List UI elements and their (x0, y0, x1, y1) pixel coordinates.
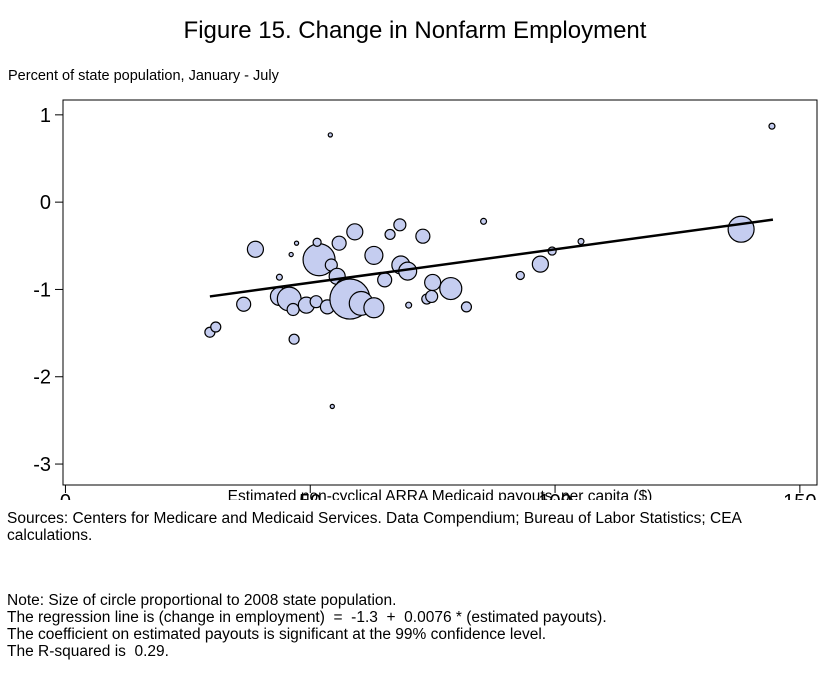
bubble (577, 237, 585, 245)
bubble (329, 403, 335, 410)
bubble (236, 296, 252, 312)
bubble (312, 237, 322, 247)
bubble (331, 235, 347, 251)
x-tick-label: 150 (783, 491, 816, 500)
bubble (327, 132, 334, 138)
bubble (727, 215, 755, 243)
bubble (363, 297, 385, 319)
bubble (293, 240, 300, 246)
chart-title: Figure 15. Change in Nonfarm Employment (184, 17, 647, 44)
bubble (288, 251, 294, 258)
bubble (288, 333, 300, 345)
bubble (210, 321, 222, 333)
notes: Note: Size of circle proportional to 200… (7, 592, 822, 660)
regression-line (209, 218, 774, 298)
bubble (425, 289, 439, 304)
x-tick-label: 100 (538, 491, 571, 500)
bubble (275, 273, 283, 281)
bubble (346, 223, 364, 241)
bubble (768, 122, 776, 130)
note-line: The coefficient on estimated payouts is … (7, 626, 547, 643)
bubble (415, 228, 431, 244)
x-tick-label: 0 (60, 491, 71, 500)
bubble (460, 301, 473, 313)
bubble (377, 272, 393, 288)
bubble (364, 245, 384, 265)
x-axis-label: Estimated non-cyclical ARRA Medicaid pay… (228, 488, 653, 500)
y-tick-label: -3 (33, 454, 51, 476)
y-tick-label: -1 (33, 279, 51, 301)
plot-frame (62, 99, 818, 486)
y-axis-label: Percent of state population, January - J… (8, 68, 280, 84)
note-line: Note: Size of circle proportional to 200… (7, 592, 397, 609)
note-line: The R-squared is 0.29. (7, 643, 169, 660)
bubble (439, 276, 463, 301)
bubble (405, 301, 413, 309)
bubble (384, 228, 396, 241)
bubble (424, 273, 442, 292)
note-line: The regression line is (change in employ… (7, 609, 607, 626)
chart: Figure 15. Change in Nonfarm Employment … (8, 17, 818, 500)
sources: Sources: Centers for Medicare and Medica… (7, 510, 742, 544)
bubble (480, 217, 488, 225)
bubble (531, 255, 549, 273)
bubble (515, 270, 525, 281)
x-tick-label: 50 (299, 491, 321, 500)
y-tick-label: -2 (33, 367, 51, 389)
bubble (286, 302, 300, 317)
y-tick-label: 1 (40, 105, 51, 127)
y-tick-label: 0 (40, 192, 51, 214)
bubble (246, 240, 265, 258)
bubble (393, 218, 407, 232)
